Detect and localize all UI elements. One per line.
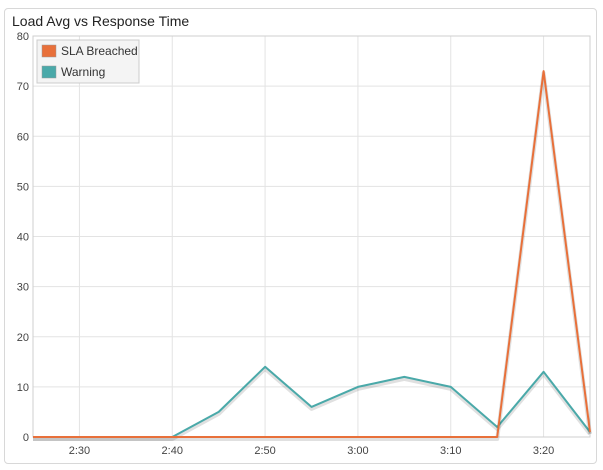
legend: SLA Breached Warning — [36, 39, 140, 84]
x-tick-label: 3:10 — [440, 445, 461, 457]
x-tick-label: 3:20 — [533, 445, 554, 457]
x-tick-label: 2:30 — [69, 445, 90, 457]
series-shadow — [33, 366, 592, 441]
series-shadow — [33, 71, 592, 441]
x-tick-label: 3:00 — [347, 445, 368, 457]
y-tick-label: 70 — [17, 81, 29, 93]
grid — [33, 35, 590, 438]
legend-swatch — [41, 44, 57, 58]
y-tick-label: 80 — [17, 31, 29, 43]
y-tick-label: 30 — [17, 282, 29, 294]
chart-title: Load Avg vs Response Time — [12, 13, 190, 29]
x-tick-label: 2:40 — [162, 445, 183, 457]
legend-label: Warning — [61, 65, 105, 79]
series-sla-breached — [33, 70, 592, 441]
y-tick-label: 20 — [17, 332, 29, 344]
legend-swatch — [41, 65, 57, 79]
x-tick-label: 2:50 — [254, 445, 275, 457]
y-tick-label: 50 — [17, 181, 29, 193]
legend-label: SLA Breached — [61, 44, 138, 58]
y-tick-label: 0 — [23, 432, 29, 444]
y-tick-label: 60 — [17, 131, 29, 143]
y-tick-label: 40 — [17, 232, 29, 244]
y-tick-label: 10 — [17, 382, 29, 394]
series-line — [33, 70, 591, 438]
